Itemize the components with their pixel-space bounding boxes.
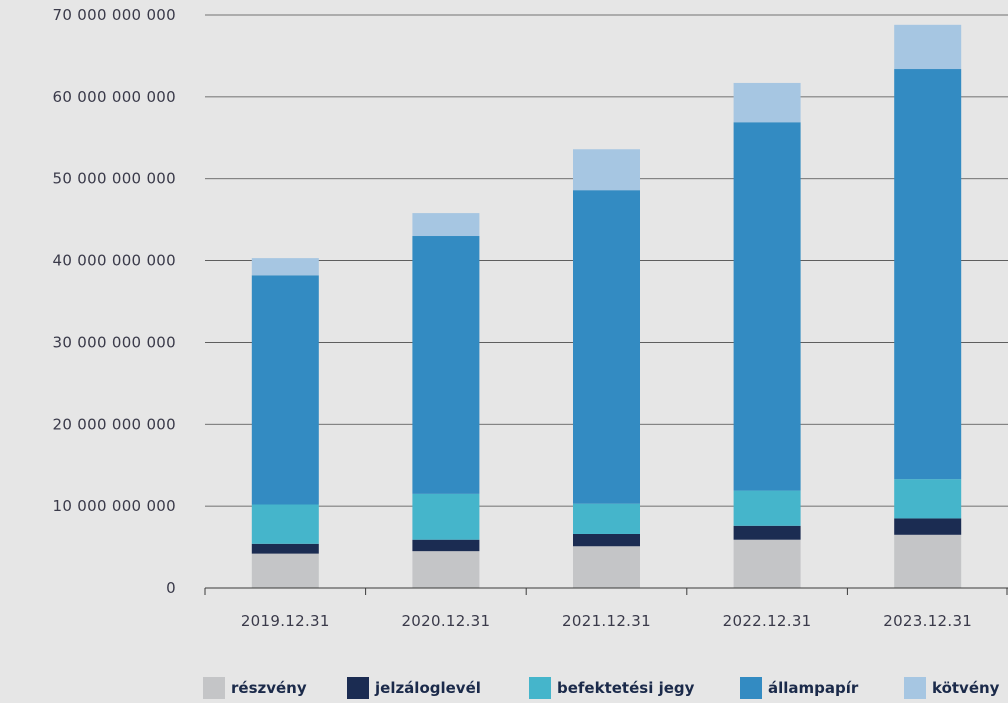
bar-segment <box>412 551 480 588</box>
x-tick-label: 2021.12.31 <box>562 612 651 630</box>
x-tick-label: 2019.12.31 <box>241 612 330 630</box>
y-tick-label: 20 000 000 000 <box>53 415 176 433</box>
y-tick-label: 0 <box>166 579 176 597</box>
legend-swatch <box>203 677 225 699</box>
y-tick-label: 30 000 000 000 <box>53 333 176 351</box>
legend-label: kötvény <box>932 679 1000 697</box>
legend-swatch <box>347 677 369 699</box>
legend-swatch <box>740 677 762 699</box>
legend-swatch <box>904 677 926 699</box>
y-tick-label: 60 000 000 000 <box>53 88 176 106</box>
bar-segment <box>733 525 801 540</box>
legend-label: részvény <box>231 679 307 697</box>
bar-segment <box>412 236 480 494</box>
bar-segment <box>733 122 801 491</box>
x-tick-label: 2023.12.31 <box>883 612 972 630</box>
bar-segment <box>251 258 319 276</box>
bar-segment <box>251 543 319 554</box>
bar-segment <box>251 553 319 588</box>
bar-segment <box>412 213 480 237</box>
axes: 0 10 000 000 000 20 000 000 000 30 000 000 … <box>53 6 1008 630</box>
bar-segment <box>412 493 480 540</box>
legend-label: befektetési jegy <box>557 679 695 697</box>
x-tick-label: 2020.12.31 <box>401 612 490 630</box>
y-tick-label: 10 000 000 000 <box>53 497 176 515</box>
bar-segment <box>733 82 801 123</box>
legend: részvény jelzáloglevél befektetési jegy áll… <box>203 677 1000 699</box>
bar-segment <box>894 69 962 480</box>
legend-swatch <box>529 677 551 699</box>
bar-segment <box>573 149 640 191</box>
bar-segment <box>733 490 801 526</box>
bar-segment <box>573 533 640 547</box>
bar-segment <box>894 24 962 70</box>
bar-segment <box>733 539 801 588</box>
bar-segment <box>251 275 319 505</box>
bar-segment <box>573 546 640 588</box>
x-tick-label: 2022.12.31 <box>723 612 812 630</box>
legend-label: jelzáloglevél <box>374 679 481 697</box>
bar-segment <box>412 539 480 552</box>
bar-segment <box>573 503 640 534</box>
bar-segment <box>573 190 640 504</box>
bar-segment <box>894 518 962 535</box>
bar-segment <box>251 504 319 544</box>
y-tick-label: 50 000 000 000 <box>53 170 176 188</box>
y-tick-label: 40 000 000 000 <box>53 252 176 270</box>
y-tick-label: 70 000 000 000 <box>53 6 176 24</box>
bars <box>251 24 962 588</box>
legend-label: állampapír <box>768 679 859 697</box>
bar-segment <box>894 534 962 588</box>
bar-segment <box>894 479 962 519</box>
